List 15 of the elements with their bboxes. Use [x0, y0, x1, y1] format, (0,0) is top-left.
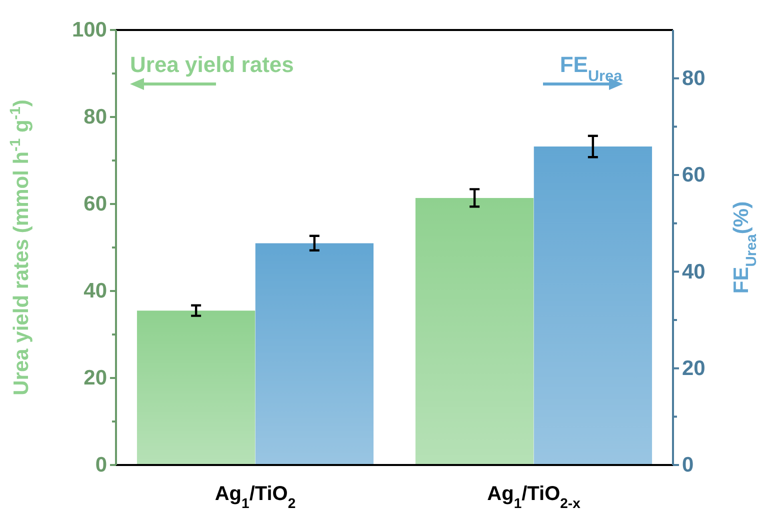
y2-tick-label: 0: [682, 454, 694, 477]
x-tick-label: Ag$_{1}$/TiO$_{2}$: [214, 483, 296, 511]
y-tick-label: 60: [84, 192, 107, 216]
y-tick-label: 80: [84, 106, 107, 129]
y2-tick-label: 20: [682, 357, 706, 380]
y-tick-label: 40: [84, 280, 107, 303]
x-tick-label: Ag$_{1}$/TiO$_{2-x}$: [487, 483, 581, 511]
y-tick-label: 0: [95, 454, 107, 477]
text: Urea yield rates: [130, 52, 294, 77]
y2-tick-label: 80: [682, 67, 706, 90]
y2-tick-label: 40: [682, 260, 706, 284]
y2-tick-label: 60: [682, 164, 706, 187]
text: FE$_{Urea}$: [560, 52, 623, 84]
y-tick-label: 100: [72, 18, 107, 42]
y-tick-label: 20: [84, 366, 107, 390]
